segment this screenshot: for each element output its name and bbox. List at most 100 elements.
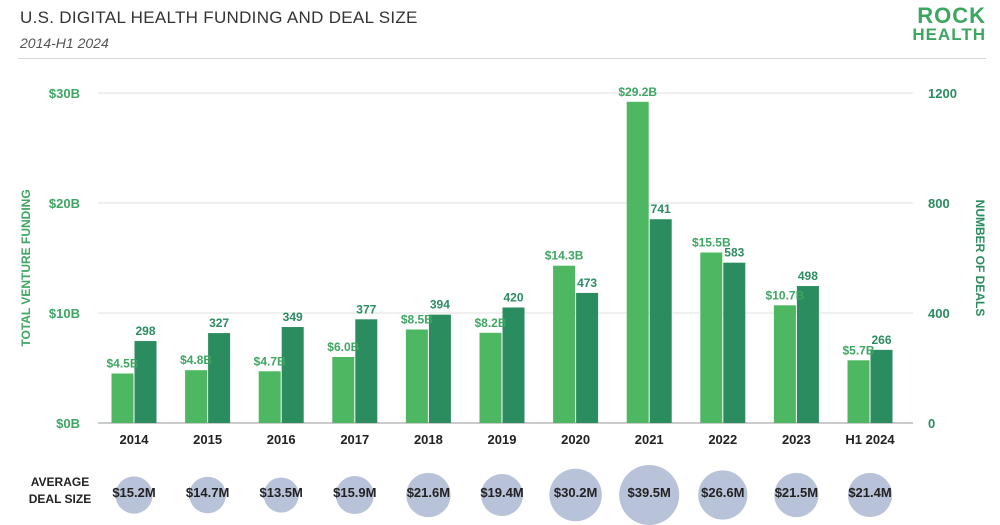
y-tick-right: 800: [928, 196, 950, 211]
y-tick-left: $20B: [49, 196, 80, 211]
avg-deal-label: $13.5M: [260, 485, 303, 500]
funding-label: $6.0B: [327, 340, 359, 354]
x-tick-label: 2017: [340, 432, 369, 447]
funding-label: $10.7B: [766, 288, 805, 302]
avg-deal-bubble: [406, 472, 451, 518]
funding-label: $4.8B: [180, 353, 212, 367]
y-tick-left: $30B: [49, 86, 80, 101]
funding-bar: [626, 101, 649, 424]
x-tick-label: H1 2024: [845, 432, 895, 447]
funding-bar: [185, 370, 208, 423]
funding-bar: [773, 305, 796, 423]
deals-bar: [428, 314, 451, 423]
funding-label: $4.5B: [106, 357, 138, 371]
funding-bar: [405, 329, 428, 423]
deals-label: 298: [135, 324, 155, 338]
deals-bar: [576, 292, 599, 423]
avg-deal-label: $21.4M: [848, 485, 891, 500]
y-tick-right: 1200: [928, 86, 957, 101]
funding-bar: [553, 265, 576, 423]
data-labels: $4.5B 298 2014 $15.2M $4.8B 327 2015 $14.7M $4.7…: [106, 85, 895, 500]
avg-deal-label: $26.6M: [701, 485, 744, 500]
funding-label: $29.2B: [618, 85, 657, 99]
deals-bar: [134, 341, 157, 423]
avg-deal-bubble: [189, 476, 226, 514]
deals-label: 394: [430, 298, 450, 312]
y-axis-title-left: TOTAL VENTURE FUNDING: [19, 189, 33, 346]
deals-label: 327: [209, 316, 229, 330]
avg-deal-bubble: [698, 470, 748, 520]
deals-bar: [208, 333, 231, 423]
deals-bar: [281, 327, 304, 423]
avg-deal-label: $21.6M: [407, 485, 450, 500]
avg-deal-bubble: [335, 475, 374, 515]
chart-subtitle: 2014-H1 2024: [20, 35, 109, 51]
deals-bar: [355, 319, 378, 423]
y-tick-right: 0: [928, 416, 935, 431]
deals-bar: [649, 219, 672, 423]
axis-ticks: $0B 0 $10B 400 $20B 800 $30B 1200: [49, 86, 957, 431]
x-tick-label: 2019: [488, 432, 517, 447]
logo-line-1: ROCK: [917, 3, 986, 28]
x-tick-label: 2018: [414, 432, 443, 447]
header-divider: [18, 58, 986, 59]
rock-health-logo: ROCK HEALTH: [912, 3, 986, 45]
x-tick-label: 2022: [708, 432, 737, 447]
x-tick-label: 2020: [561, 432, 590, 447]
x-tick-label: 2023: [782, 432, 811, 447]
deals-bar: [870, 349, 893, 423]
funding-bar: [258, 371, 281, 423]
deals-label: 420: [503, 291, 523, 305]
funding-bar: [847, 360, 870, 423]
deals-label: 498: [798, 269, 818, 283]
avg-deal-label: $19.4M: [480, 485, 523, 500]
y-tick-left: $0B: [56, 416, 80, 431]
funding-bar: [332, 357, 355, 423]
x-tick-label: 2014: [120, 432, 150, 447]
avg-deal-label: $14.7M: [186, 485, 229, 500]
funding-label: $5.7B: [842, 343, 874, 357]
deals-label: 377: [356, 302, 376, 316]
bars: [111, 101, 893, 424]
deals-bar: [502, 307, 525, 423]
funding-bar: [111, 373, 134, 423]
deals-label: 473: [577, 276, 597, 290]
funding-bar: [479, 332, 502, 423]
deals-label: 583: [724, 246, 744, 260]
avg-deal-label: $15.2M: [112, 485, 155, 500]
x-tick-label: 2016: [267, 432, 296, 447]
average-deal-size-bubbles: [115, 465, 893, 525]
deals-label: 266: [871, 333, 891, 347]
funding-label: $14.3B: [545, 249, 584, 263]
y-tick-left: $10B: [49, 306, 80, 321]
deals-bar: [796, 286, 819, 423]
avg-deal-bubble: [480, 473, 524, 517]
avg-deal-bubble: [619, 465, 680, 525]
x-tick-label: 2015: [193, 432, 222, 447]
average-deal-size-title-line-2: DEAL SIZE: [29, 492, 91, 506]
avg-deal-bubble: [774, 472, 819, 518]
funding-label: $4.7B: [254, 354, 286, 368]
x-tick-label: 2021: [635, 432, 664, 447]
logo-line-2: HEALTH: [912, 25, 986, 44]
funding-bar: [700, 252, 723, 423]
funding-label: $8.5B: [401, 313, 433, 327]
average-deal-size-title-line-1: AVERAGE: [31, 475, 89, 489]
deals-bar: [723, 262, 746, 423]
avg-deal-bubble: [549, 468, 602, 522]
deals-label: 349: [283, 310, 303, 324]
y-axis-title-right: NUMBER OF DEALS: [973, 200, 987, 317]
y-tick-right: 400: [928, 306, 950, 321]
avg-deal-bubble: [263, 477, 299, 513]
funding-label: $15.5B: [692, 236, 731, 250]
avg-deal-bubble: [115, 476, 153, 514]
avg-deal-label: $15.9M: [333, 485, 376, 500]
funding-label: $8.2B: [474, 316, 506, 330]
avg-deal-label: $39.5M: [628, 485, 671, 500]
chart-title: U.S. DIGITAL HEALTH FUNDING AND DEAL SIZ…: [20, 8, 418, 27]
avg-deal-label: $21.5M: [775, 485, 818, 500]
avg-deal-label: $30.2M: [554, 485, 597, 500]
avg-deal-bubble: [847, 472, 893, 518]
deals-label: 741: [651, 202, 671, 216]
